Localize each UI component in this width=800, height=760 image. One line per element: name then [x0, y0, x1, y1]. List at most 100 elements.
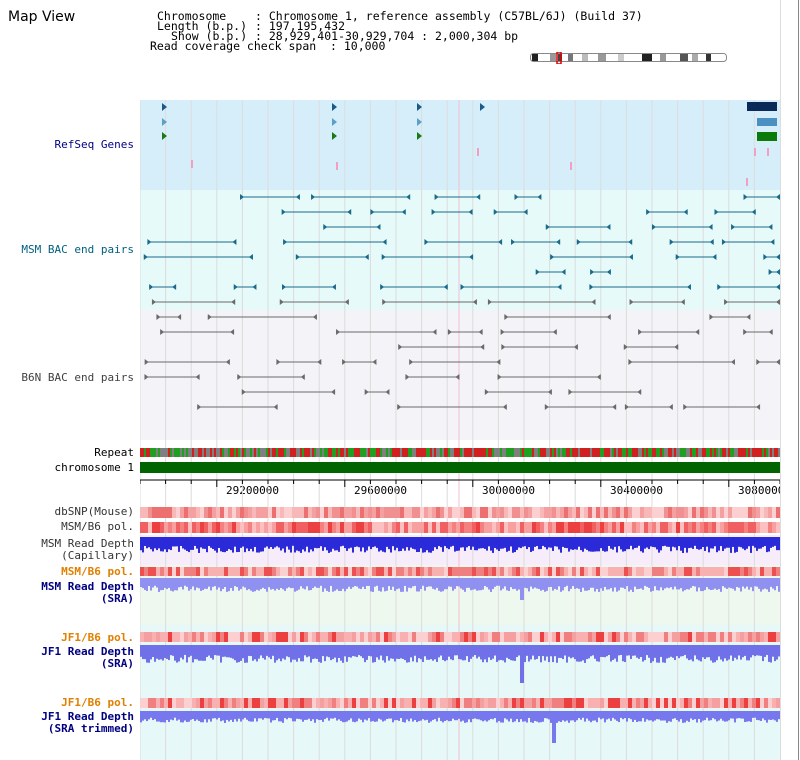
repeat-band [162, 448, 164, 457]
jf1-pol2-heat [168, 698, 172, 708]
jf1-sra-depth-bar [262, 645, 264, 659]
jf1-pol2-heat [496, 698, 500, 708]
msm-cap-depth-bar [300, 537, 302, 553]
jf1-trim-depth-bar [638, 711, 640, 722]
msm-cap-depth-bar [394, 537, 396, 551]
msm-bac-pair-end [511, 239, 516, 245]
jf1-sra-depth-bar [280, 645, 282, 662]
msm-cap-depth-bar [566, 537, 568, 549]
repeat-band [486, 448, 488, 457]
jf1-pol-heat [676, 632, 680, 642]
msm-pol-heat [748, 522, 752, 533]
msm-cap-depth-bar [250, 537, 252, 549]
jf1-trim-depth-bar [260, 711, 262, 719]
msm-sra-depth-bar [350, 578, 352, 589]
msm-sra-depth-bar [340, 578, 342, 591]
jf1-trim-depth-bar [450, 711, 452, 722]
msm-pol2-heat [656, 567, 660, 576]
jf1-sra-depth-bar [500, 645, 502, 660]
jf1-pol2-heat [200, 698, 204, 708]
msm-pol2-heat [192, 567, 196, 576]
msm-cap-depth-bar [224, 537, 226, 553]
msm-cap-depth-bar [176, 537, 178, 547]
msm-pol-heat [248, 522, 252, 533]
repeat-band [740, 448, 742, 457]
msm-sra-depth-bar [296, 578, 298, 591]
b6n-bac-pair-end [502, 404, 507, 410]
msm-sra-depth-bar [554, 578, 556, 589]
msm-pol-heat [680, 522, 684, 533]
jf1-sra-depth-bar [422, 645, 424, 662]
jf1-trim-depth-bar [534, 711, 536, 721]
repeat-band [746, 448, 748, 457]
msm-pol2-heat [556, 567, 560, 576]
jf1-sra-depth-bar [524, 645, 526, 663]
genome-browser-plot[interactable] [140, 100, 780, 760]
msm-sra-depth-bar [710, 578, 712, 590]
repeat-band [774, 448, 776, 457]
jf1-trim-depth-bar [330, 711, 332, 719]
msm-sra-depth-bar [652, 578, 654, 591]
jf1-trim-depth-bar [748, 711, 750, 722]
jf1-sra-depth-bar [692, 645, 694, 662]
msm-pol-heat [640, 522, 644, 533]
msm-sra-depth-bar [626, 578, 628, 587]
msm-sra-depth-bar [570, 578, 572, 589]
msm-pol2-heat [720, 567, 724, 576]
msm-sra-depth-bar [644, 578, 646, 586]
jf1-trim-depth-bar [682, 711, 684, 723]
jf1-pol2-heat [372, 698, 376, 708]
dbsnp-heat [256, 507, 260, 518]
msm-sra-depth-bar [416, 578, 418, 592]
repeat-band [776, 448, 778, 457]
b6n-bac-pair-end [724, 299, 729, 305]
msm-cap-depth-bar [274, 537, 276, 548]
msm-sra-depth-bar [610, 578, 612, 589]
dbsnp-heat [568, 507, 572, 518]
msm-cap-depth-bar [664, 537, 666, 546]
jf1-sra-depth-bar [240, 645, 242, 661]
jf1-trim-depth-bar [170, 711, 172, 720]
msm-sra-depth-bar [426, 578, 428, 587]
msm-sra-depth-bar [260, 578, 262, 590]
msm-sra-depth-bar [514, 578, 516, 589]
msm-pol2-heat [148, 567, 152, 576]
msm-pol2-heat [256, 567, 260, 576]
msm-pol2-heat [348, 567, 352, 576]
msm-pol2-heat [692, 567, 696, 576]
msm-sra-depth-bar [248, 578, 250, 590]
repeat-band [716, 448, 718, 457]
msm-sra-depth-bar [210, 578, 212, 591]
msm-sra-depth-bar [674, 578, 676, 587]
jf1-sra-depth-bar [300, 645, 302, 662]
jf1-trim-depth-bar [644, 711, 646, 722]
msm-sra-depth-bar [404, 578, 406, 586]
msm-sra-depth-bar [314, 578, 316, 587]
msm-pol-heat [548, 522, 552, 533]
jf1-sra-depth-bar [688, 645, 690, 661]
dbsnp-heat [428, 507, 432, 518]
jf1-pol-heat [180, 632, 184, 642]
jf1-sra-depth-bar [694, 645, 696, 656]
msm-sra-depth-bar [616, 578, 618, 592]
b6n-bac-pair-end [273, 404, 278, 410]
jf1-pol-heat [272, 632, 276, 642]
msm-pol-heat [656, 522, 660, 533]
msm-sra-depth-bar [240, 578, 242, 590]
repeat-band [616, 448, 618, 457]
repeat-band [680, 448, 682, 457]
jf1-sra-depth-bar [198, 645, 200, 661]
msm-pol2-heat [180, 567, 184, 576]
jf1-pol-heat [408, 632, 412, 642]
msm-sra-depth-bar [594, 578, 596, 592]
msm-cap-depth-bar [746, 537, 748, 549]
msm-sra-depth-bar [282, 578, 284, 590]
jf1-trim-depth-bar [606, 711, 608, 720]
msm-bac-pair-end [381, 254, 386, 260]
msm-sra-depth-bar [502, 578, 504, 589]
jf1-trim-depth-bar [738, 711, 740, 719]
chromosome-ideogram[interactable] [530, 52, 730, 64]
msm-sra-depth-bar [588, 578, 590, 591]
jf1-trim-depth-bar [154, 711, 156, 720]
jf1-trim-depth-bar [426, 711, 428, 720]
